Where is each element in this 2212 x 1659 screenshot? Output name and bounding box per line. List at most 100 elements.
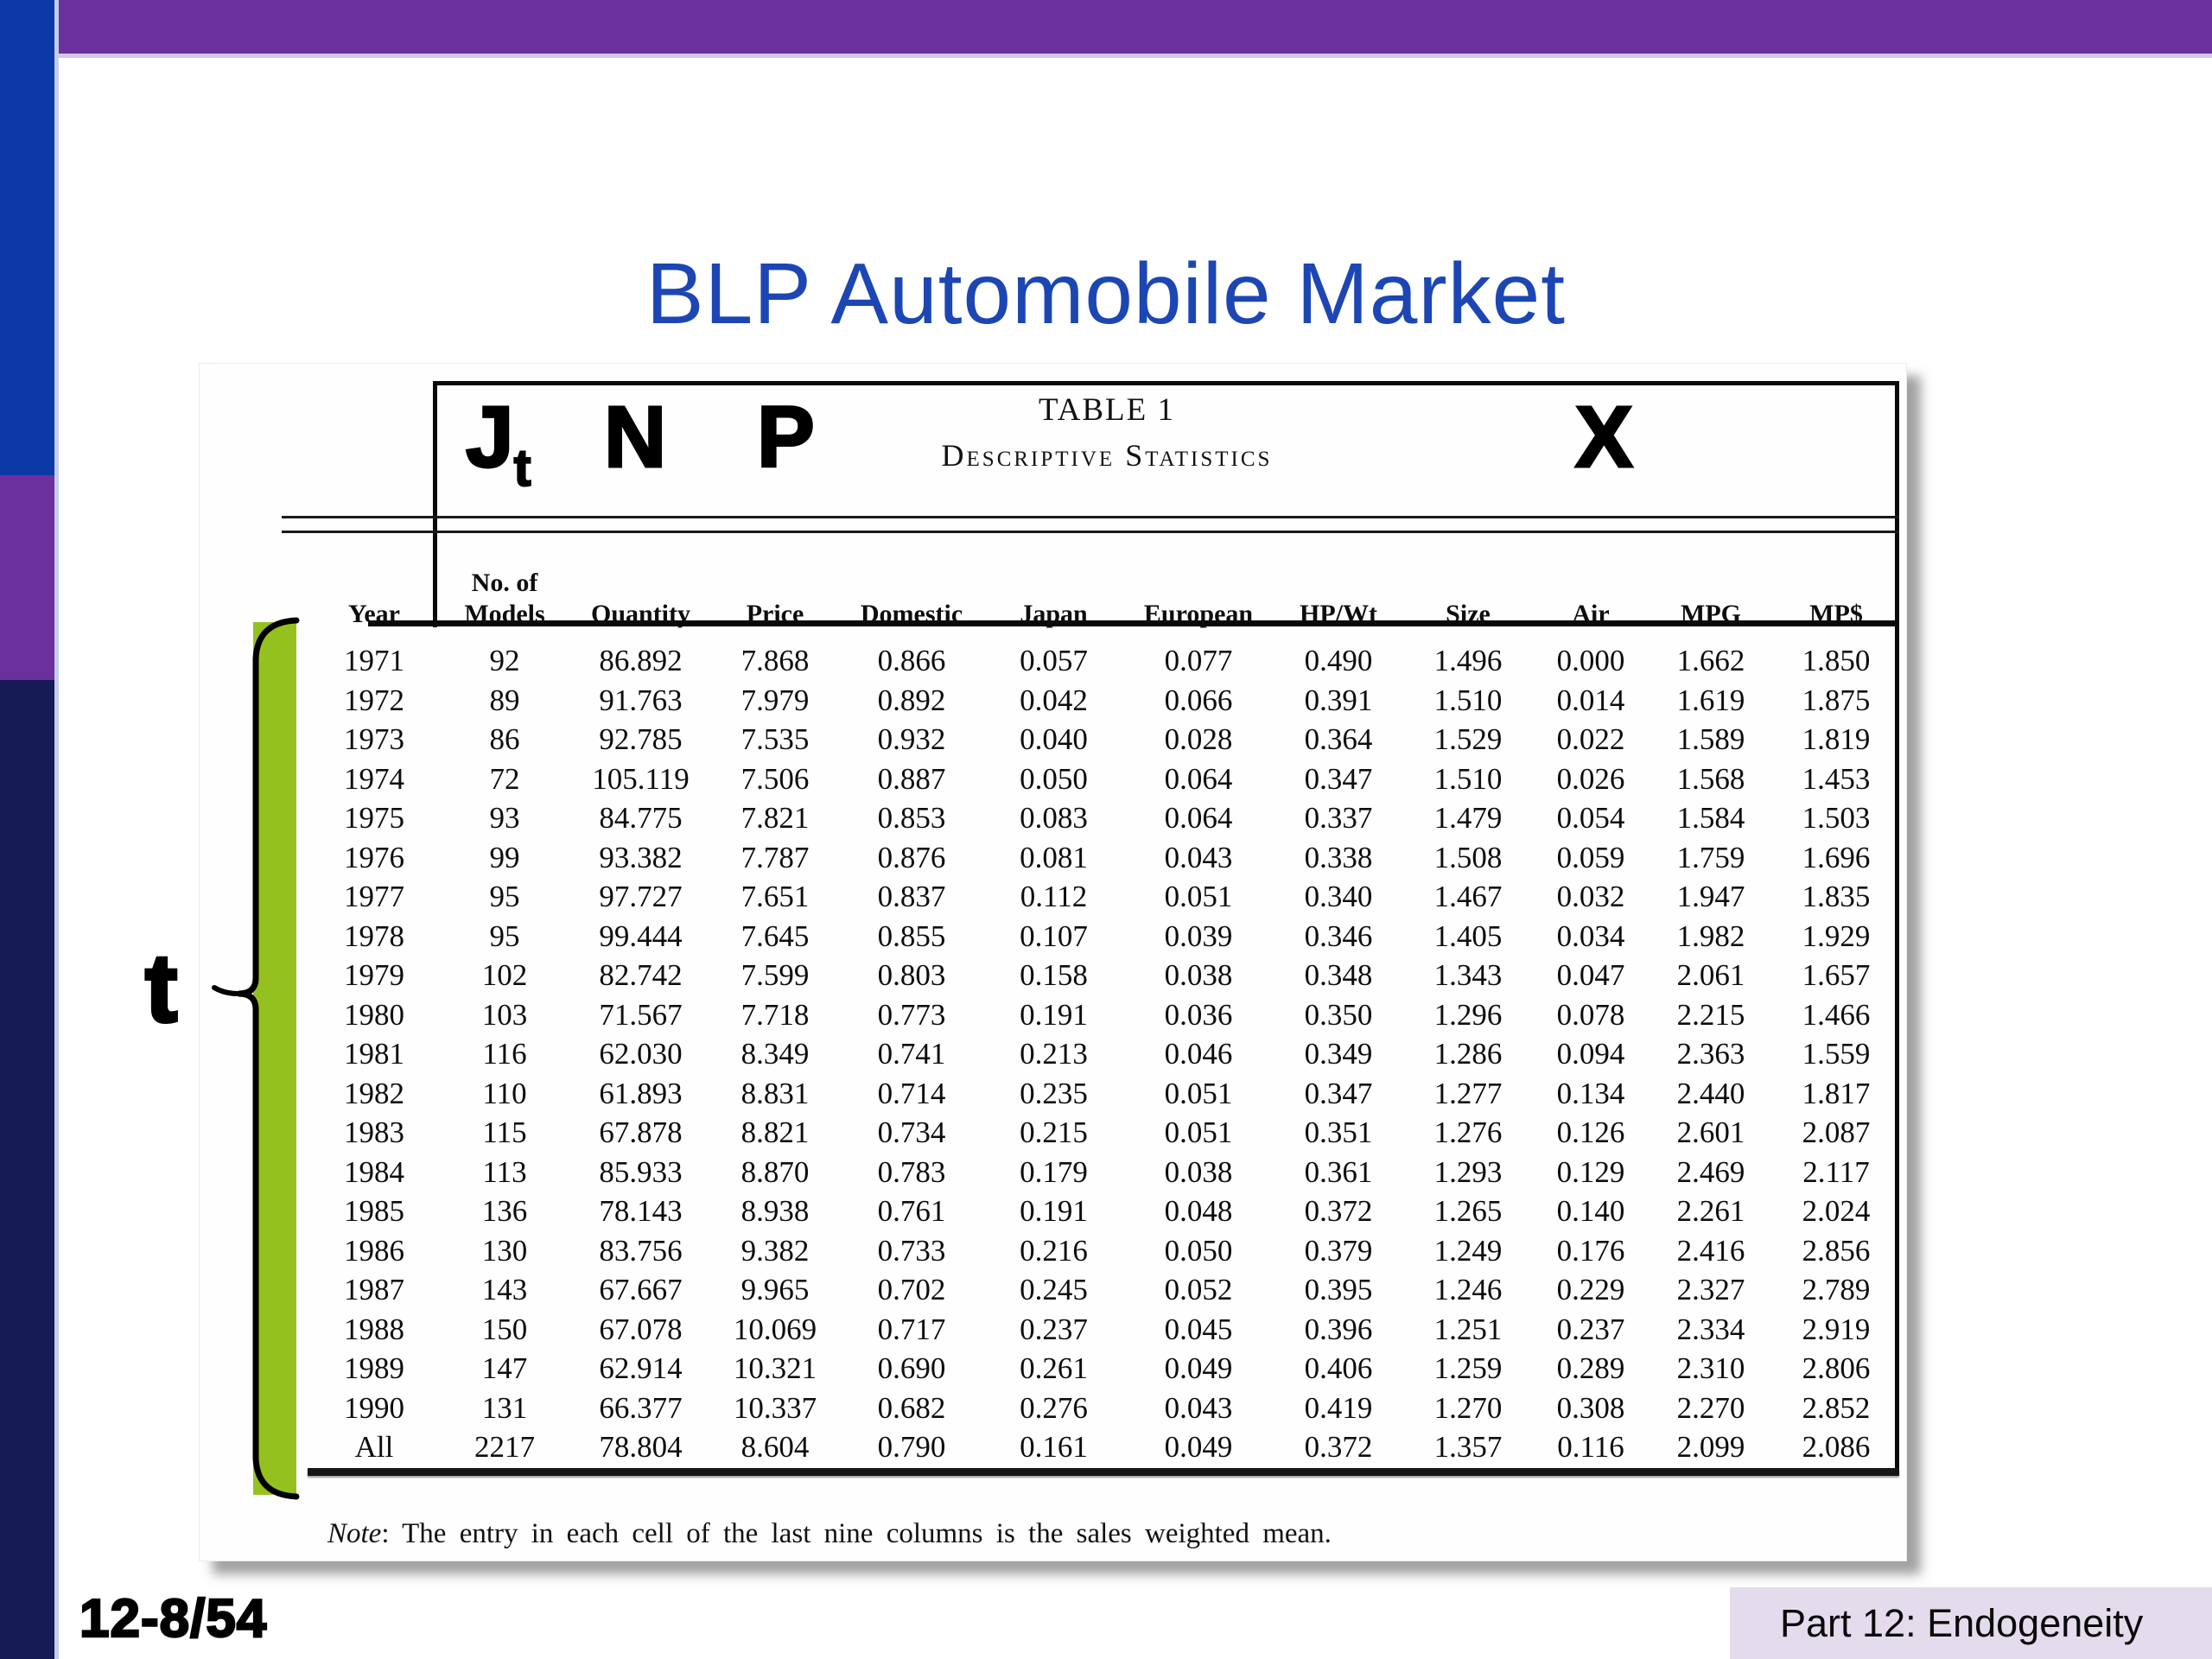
table-cell: 2.099 — [1676, 1430, 1745, 1464]
top-accent-bar-edge — [56, 54, 2212, 58]
table-cell: 103 — [481, 997, 528, 1032]
table-cell: 99.444 — [599, 918, 683, 953]
table-row: 1990 131 66.377 10.337 0.682 0.276 0.043 0.419 1… — [312, 1389, 1902, 1428]
table-cell: 0.081 — [1020, 840, 1088, 874]
table-cell: 1.619 — [1676, 683, 1745, 717]
table-bottom-rule — [308, 1468, 1899, 1476]
table-cell: 0.059 — [1556, 840, 1625, 874]
table-caption-block: TABLE 1 Descriptive Statistics — [804, 391, 1409, 474]
table-cell: 0.337 — [1304, 801, 1373, 835]
table-cell: 0.216 — [1020, 1233, 1088, 1268]
table-cell: 2.215 — [1676, 997, 1745, 1032]
table-cell: 2.086 — [1802, 1430, 1871, 1464]
table-cell: 92 — [489, 644, 520, 677]
table-cell: 1.357 — [1433, 1430, 1503, 1464]
table-cell: 71.567 — [599, 997, 683, 1032]
table-cell: 1.529 — [1433, 722, 1503, 756]
table-cell: 0.803 — [877, 958, 946, 992]
table-cell: 2.310 — [1676, 1351, 1745, 1385]
table-cell: 0.050 — [1164, 1233, 1233, 1268]
table-cell: 1985 — [344, 1194, 404, 1228]
table-cell: 0.042 — [1020, 683, 1088, 717]
table-cell: 0.773 — [877, 997, 946, 1032]
table-cell: 2.261 — [1676, 1194, 1745, 1228]
table-border-top — [433, 381, 1899, 385]
time-bracket-tick — [212, 985, 241, 996]
table-cell: 0.040 — [1020, 722, 1088, 756]
table-cell: 1.510 — [1433, 761, 1503, 796]
table-row: 1988 150 67.078 10.069 0.717 0.237 0.045 0.396 1… — [312, 1310, 1902, 1350]
column-header: Quantity — [590, 599, 691, 628]
table-cell: 2.440 — [1676, 1076, 1745, 1110]
table-cell: 0.349 — [1304, 1037, 1373, 1071]
table-cell: 2.061 — [1676, 958, 1745, 992]
table-cell: 0.338 — [1304, 840, 1373, 874]
annotation-jt-sub: t — [513, 439, 532, 497]
table-cell: 136 — [481, 1194, 528, 1228]
table-cell: 0.034 — [1556, 918, 1625, 953]
table-cell: 1.875 — [1802, 683, 1871, 717]
page-number: 12-8/54 — [79, 1588, 268, 1650]
footer-part-label-box: Part 12: Endogeneity — [1730, 1587, 2212, 1659]
table-cell: 97.727 — [599, 880, 683, 913]
table-cell: 0.276 — [1020, 1390, 1088, 1425]
table-row: 1986 130 83.756 9.382 0.733 0.216 0.050 0.379 1.… — [312, 1231, 1902, 1271]
table-row: 1973 86 92.785 7.535 0.932 0.040 0.028 0.364 1.5… — [312, 720, 1902, 760]
table-cell: 143 — [481, 1273, 528, 1306]
table-cell: 1.276 — [1433, 1116, 1503, 1149]
table-cell: 92.785 — [599, 722, 683, 756]
table-cell: 2217 — [474, 1430, 535, 1464]
table-cell: 95 — [489, 918, 520, 953]
table-cell: 0.140 — [1556, 1194, 1625, 1228]
table-cell: 1.510 — [1433, 683, 1503, 717]
table-row: 1979 102 82.742 7.599 0.803 0.158 0.038 0.348 1.… — [312, 956, 1902, 995]
column-header: Price — [746, 599, 804, 628]
table-cell: 1.296 — [1433, 997, 1503, 1032]
table-cell: 67.078 — [599, 1312, 683, 1346]
sidebar-segment-blue — [0, 0, 54, 475]
table-note: Note: The entry in each cell of the last… — [327, 1518, 1796, 1550]
table-row: 1976 99 93.382 7.787 0.876 0.081 0.043 0.338 1.5… — [312, 838, 1902, 878]
table-cell: 1976 — [344, 840, 404, 874]
table-cell: 7.651 — [741, 880, 810, 913]
table-cell: 0.036 — [1164, 997, 1233, 1032]
top-accent-bar — [56, 0, 2212, 54]
table-cell: 9.965 — [741, 1273, 810, 1306]
table-row: All 2217 78.804 8.604 0.790 0.161 0.049 0.372 1.… — [312, 1427, 1902, 1467]
table-cell: 110 — [482, 1076, 527, 1110]
table-cell: 0.892 — [877, 683, 946, 717]
table-cell: 0.039 — [1164, 918, 1233, 953]
table-cell: 85.933 — [599, 1154, 683, 1189]
table-cell: 0.261 — [1020, 1351, 1088, 1385]
table-cell: 86.892 — [599, 644, 683, 677]
table-cell: 0.734 — [877, 1116, 946, 1149]
sidebar-edge-line — [54, 0, 59, 1659]
table-cell: 0.348 — [1304, 958, 1373, 992]
table-cell: 115 — [482, 1116, 527, 1149]
table-cell: 0.129 — [1556, 1154, 1625, 1189]
table-cell: 1980 — [344, 997, 404, 1032]
table-cell: 1.467 — [1433, 880, 1503, 913]
table-cell: 1.249 — [1433, 1233, 1503, 1268]
table-cell: 2.117 — [1802, 1154, 1870, 1189]
table-cell: 0.229 — [1556, 1273, 1625, 1306]
table-cell: 0.161 — [1020, 1430, 1088, 1464]
table-cell: 0.213 — [1020, 1037, 1088, 1071]
table-cell: 1981 — [344, 1037, 404, 1071]
table-cell: 86 — [489, 722, 520, 756]
table-cell: 0.364 — [1304, 722, 1373, 756]
table-row: 1983 115 67.878 8.821 0.734 0.215 0.051 0.351 1.… — [312, 1113, 1902, 1153]
table-cell: 7.979 — [741, 683, 810, 717]
table-cell: 0.047 — [1556, 958, 1625, 992]
table-cell: 93.382 — [599, 840, 683, 874]
annotation-n: N — [602, 389, 667, 486]
footer-part-label: Part 12: Endogeneity — [1780, 1601, 2144, 1645]
table-cell: 10.069 — [733, 1312, 817, 1346]
table-cell: 1975 — [344, 801, 404, 835]
table-cell: 1.929 — [1802, 918, 1871, 953]
table-cell: 0.406 — [1304, 1351, 1373, 1385]
table-cell: 0.790 — [877, 1430, 946, 1464]
table-cell: 0.853 — [877, 801, 946, 835]
table-border-right — [1895, 381, 1899, 1471]
